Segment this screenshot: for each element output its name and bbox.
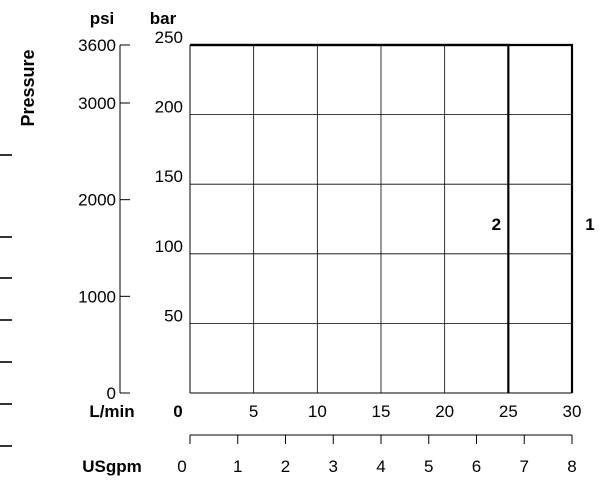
- bar-tick-label: 50: [164, 306, 183, 325]
- usgpm-tick-label: 2: [281, 457, 290, 476]
- psi-tick-label: 0: [107, 384, 116, 403]
- lmin-tick-label: 25: [499, 402, 518, 421]
- usgpm-tick-label: 7: [520, 457, 529, 476]
- series-1-label: 1: [585, 215, 594, 234]
- lmin-tick-label: 20: [435, 402, 454, 421]
- psi-tick-label: 3600: [78, 36, 116, 55]
- axes: [119, 44, 573, 444]
- series-2-label: 2: [492, 215, 501, 234]
- lmin-tick-label: 15: [372, 402, 391, 421]
- bar-tick-label: 100: [155, 237, 183, 256]
- lmin-tick-label: 0: [173, 402, 182, 421]
- series: 12: [190, 43, 595, 393]
- usgpm-tick-label: 8: [567, 457, 576, 476]
- bar-unit-label: bar: [150, 9, 177, 28]
- grid: [190, 45, 572, 393]
- lmin-unit-label: L/min: [89, 402, 134, 421]
- psi-unit-label: psi: [90, 9, 115, 28]
- usgpm-tick-label: 4: [376, 457, 385, 476]
- psi-tick-label: 3000: [78, 94, 116, 113]
- series-2-line: [190, 43, 510, 393]
- usgpm-tick-label: 3: [329, 457, 338, 476]
- psi-tick-label: 2000: [78, 191, 116, 210]
- usgpm-unit-label: USgpm: [82, 457, 142, 476]
- lmin-tick-label: 10: [308, 402, 327, 421]
- pressure-axis-title: Pressure: [18, 49, 38, 126]
- lmin-tick-label: 30: [563, 402, 582, 421]
- bar-tick-label: 200: [155, 98, 183, 117]
- usgpm-tick-label: 1: [233, 457, 242, 476]
- bar-tick-label: 250: [155, 28, 183, 47]
- usgpm-tick-label: 0: [177, 457, 186, 476]
- usgpm-tick-label: 5: [424, 457, 433, 476]
- bar-tick-label: 150: [155, 167, 183, 186]
- left-edge-marks: [0, 154, 12, 447]
- lmin-tick-label: 5: [249, 402, 258, 421]
- psi-tick-label: 1000: [78, 287, 116, 306]
- usgpm-tick-label: 6: [472, 457, 481, 476]
